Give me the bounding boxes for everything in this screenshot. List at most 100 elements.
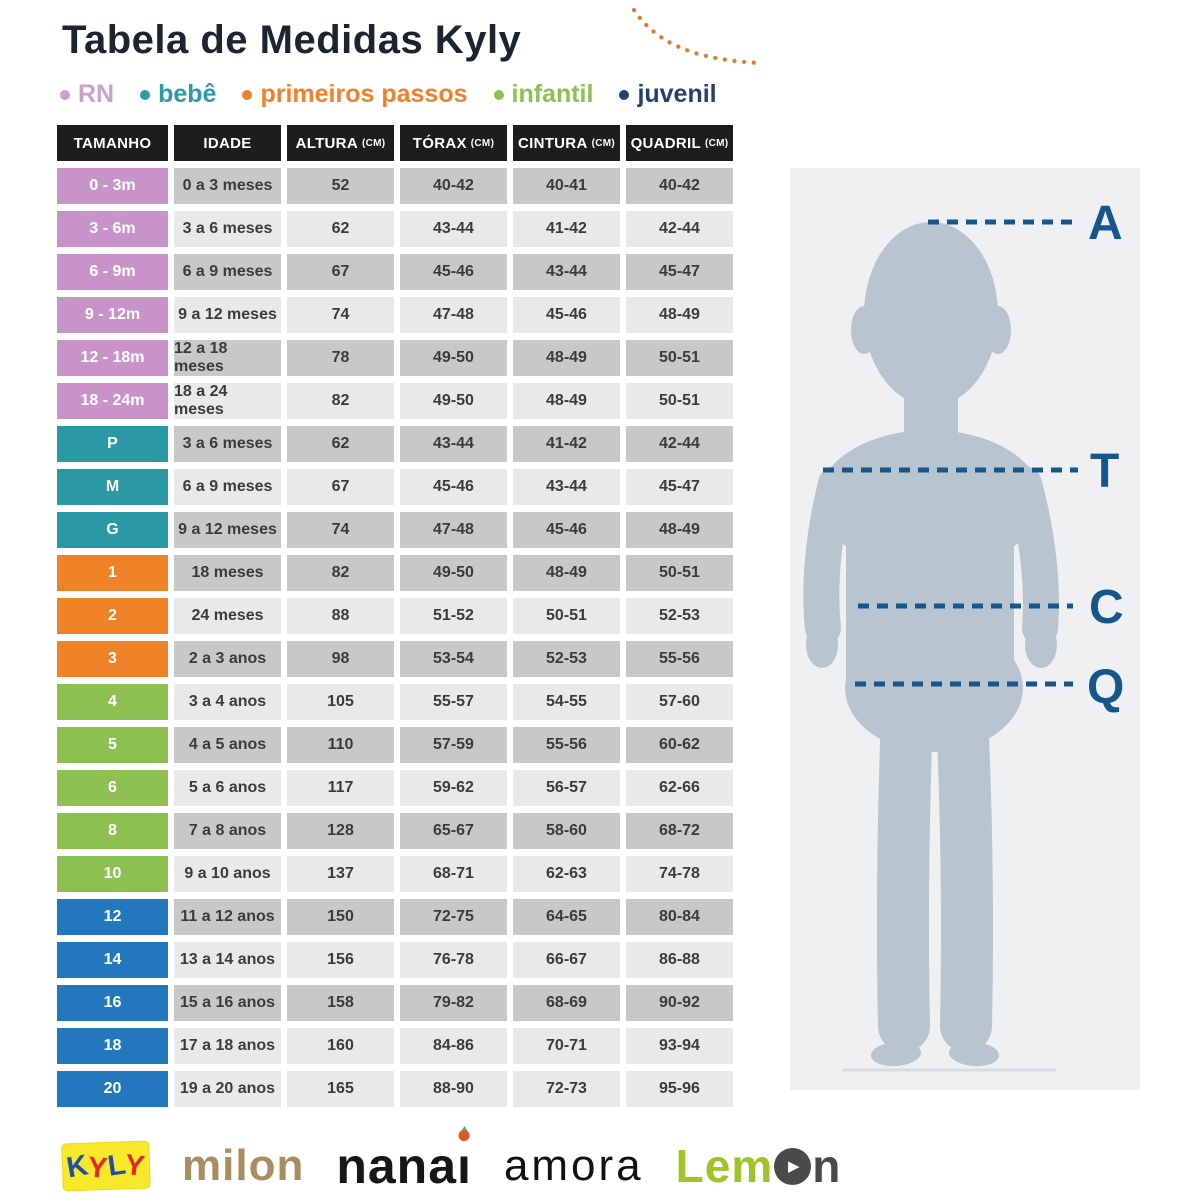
cintura-cell: 66-67 [513, 942, 620, 978]
cintura-cell: 45-46 [513, 512, 620, 548]
size-cell: 1 [57, 555, 168, 591]
quadril-cell: 80-84 [626, 899, 733, 935]
idade-cell: 18 meses [174, 555, 281, 591]
page-title: Tabela de Medidas Kyly [62, 18, 522, 62]
cintura-cell: 43-44 [513, 254, 620, 290]
torax-cell: 76-78 [400, 942, 507, 978]
size-cell: 18 - 24m [57, 383, 168, 419]
idade-cell: 0 a 3 meses [174, 168, 281, 204]
torax-cell: 84-86 [400, 1028, 507, 1064]
legend-label: RN [78, 80, 115, 108]
torax-cell: 79-82 [400, 985, 507, 1021]
size-cell: 6 [57, 770, 168, 806]
quadril-cell: 62-66 [626, 770, 733, 806]
decorative-dotted-arc-icon [631, 7, 763, 66]
legend-dot-icon [619, 89, 630, 100]
cintura-cell: 41-42 [513, 426, 620, 462]
quadril-cell: 48-49 [626, 512, 733, 548]
size-cell: 9 - 12m [57, 297, 168, 333]
torax-cell: 43-44 [400, 426, 507, 462]
torax-cell: 43-44 [400, 211, 507, 247]
idade-cell: 9 a 12 meses [174, 297, 281, 333]
cintura-cell: 52-53 [513, 641, 620, 677]
altura-cell: 158 [287, 985, 394, 1021]
legend-item: RN [60, 80, 114, 109]
size-cell: 16 [57, 985, 168, 1021]
quadril-cell: 74-78 [626, 856, 733, 892]
size-cell: 4 [57, 684, 168, 720]
size-table: TAMANHO IDADE ALTURA (CM) TÓRAX (CM) CINTURA (C… [57, 125, 733, 1107]
cintura-cell: 56-57 [513, 770, 620, 806]
legend-label: infantil [511, 80, 594, 108]
cintura-cell: 64-65 [513, 899, 620, 935]
altura-cell: 82 [287, 383, 394, 419]
altura-cell: 105 [287, 684, 394, 720]
legend-item: infantil [493, 80, 594, 109]
quadril-cell: 68-72 [626, 813, 733, 849]
altura-cell: 62 [287, 211, 394, 247]
idade-cell: 2 a 3 anos [174, 641, 281, 677]
torax-cell: 53-54 [400, 641, 507, 677]
idade-cell: 11 a 12 anos [174, 899, 281, 935]
body-measurement-diagram: A T C Q [790, 168, 1140, 1090]
idade-cell: 7 a 8 anos [174, 813, 281, 849]
quadril-cell: 48-49 [626, 297, 733, 333]
milon-logo: milon [182, 1141, 305, 1190]
legend-item: primeiros passos [242, 80, 468, 109]
idade-cell: 24 meses [174, 598, 281, 634]
child-silhouette-illustration: A T C Q [803, 197, 1124, 1072]
torax-cell: 47-48 [400, 297, 507, 333]
quadril-cell: 42-44 [626, 211, 733, 247]
column-header: IDADE [174, 125, 281, 161]
altura-cell: 88 [287, 598, 394, 634]
altura-cell: 117 [287, 770, 394, 806]
altura-cell: 67 [287, 469, 394, 505]
quadril-cell: 55-56 [626, 641, 733, 677]
altura-cell: 52 [287, 168, 394, 204]
altura-cell: 137 [287, 856, 394, 892]
torax-cell: 57-59 [400, 727, 507, 763]
altura-cell: 78 [287, 340, 394, 376]
altura-cell: 156 [287, 942, 394, 978]
idade-cell: 18 a 24 meses [174, 383, 281, 419]
torax-cell: 49-50 [400, 383, 507, 419]
nanai-logo: nana ı [336, 1126, 472, 1195]
torax-cell: 40-42 [400, 168, 507, 204]
legend-label: bebê [158, 80, 217, 108]
size-cell: 3 [57, 641, 168, 677]
torax-cell: 45-46 [400, 254, 507, 290]
quadril-cell: 50-51 [626, 555, 733, 591]
column-header: CINTURA (CM) [513, 125, 620, 161]
idade-cell: 9 a 12 meses [174, 512, 281, 548]
torax-cell: 51-52 [400, 598, 507, 634]
legend-item: juvenil [619, 80, 717, 109]
legend-dot-icon [140, 89, 151, 100]
size-cell: 5 [57, 727, 168, 763]
quadril-cell: 90-92 [626, 985, 733, 1021]
quadril-cell: 86-88 [626, 942, 733, 978]
lemon-play-icon: ▶ [774, 1147, 812, 1185]
cintura-cell: 50-51 [513, 598, 620, 634]
torax-cell: 59-62 [400, 770, 507, 806]
cintura-cell: 45-46 [513, 297, 620, 333]
size-cell: 2 [57, 598, 168, 634]
size-cell: 18 [57, 1028, 168, 1064]
idade-cell: 3 a 6 meses [174, 426, 281, 462]
altura-cell: 165 [287, 1071, 394, 1107]
torax-cell: 55-57 [400, 684, 507, 720]
size-cell: 8 [57, 813, 168, 849]
torax-cell: 45-46 [400, 469, 507, 505]
cintura-cell: 68-69 [513, 985, 620, 1021]
altura-cell: 62 [287, 426, 394, 462]
idade-cell: 15 a 16 anos [174, 985, 281, 1021]
quadril-cell: 57-60 [626, 684, 733, 720]
quadril-cell: 42-44 [626, 426, 733, 462]
altura-cell: 98 [287, 641, 394, 677]
size-cell: 12 [57, 899, 168, 935]
altura-cell: 74 [287, 297, 394, 333]
quadril-cell: 50-51 [626, 383, 733, 419]
torax-cell: 47-48 [400, 512, 507, 548]
measurement-lines [823, 219, 1078, 687]
cintura-cell: 72-73 [513, 1071, 620, 1107]
